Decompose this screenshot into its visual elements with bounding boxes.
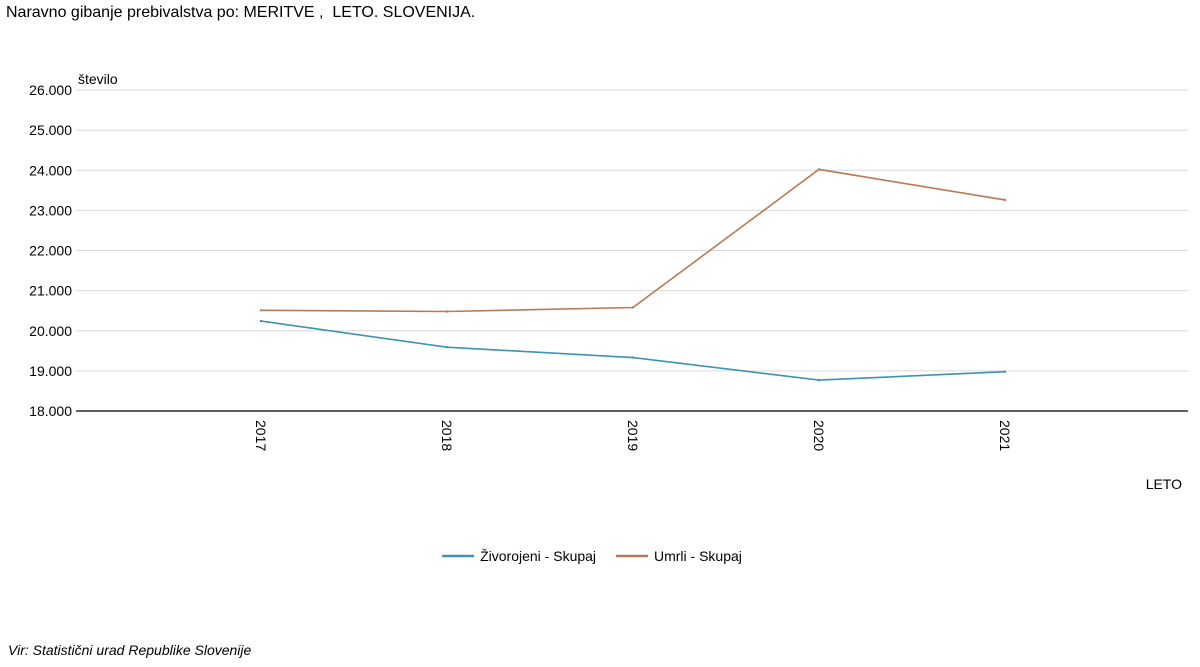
y-axis-label: število [78, 71, 118, 87]
grid [76, 89, 1188, 372]
data-point [631, 306, 635, 309]
series-lines [259, 168, 1007, 382]
y-tick-label: 19.000 [29, 363, 72, 379]
data-point [817, 168, 821, 171]
x-tick-label: 2019 [625, 420, 641, 451]
y-tick-label: 24.000 [29, 162, 72, 178]
y-axis-ticks: 18.000 19.000 20.000 21.000 22.000 23.000 24.0… [29, 82, 72, 419]
y-tick-label: 25.000 [29, 122, 72, 138]
source-note: Vir: Statistični urad Republike Slovenij… [8, 642, 252, 658]
legend-item-2: Umrli - Skupaj [616, 548, 742, 564]
x-axis-label: LETO [1146, 476, 1182, 492]
legend: Živorojeni - Skupaj Umrli - Skupaj [442, 548, 742, 564]
data-point [445, 346, 449, 349]
data-point [1003, 370, 1007, 373]
data-point [445, 310, 449, 313]
x-tick-label: 2021 [997, 420, 1013, 451]
data-point [817, 378, 821, 382]
y-tick-label: 20.000 [29, 323, 72, 339]
legend-label: Živorojeni - Skupaj [480, 548, 596, 564]
x-tick-label: 2018 [439, 420, 455, 451]
data-point [259, 309, 263, 312]
y-tick-label: 22.000 [29, 243, 72, 259]
y-tick-label: 21.000 [29, 283, 72, 299]
x-tick-label: 2020 [811, 420, 827, 451]
y-tick-label: 26.000 [29, 82, 72, 98]
legend-item-1: Živorojeni - Skupaj [442, 548, 596, 564]
chart-title: Naravno gibanje prebivalstva po: MERITVE… [6, 4, 476, 21]
x-tick-label: 2017 [253, 420, 269, 451]
y-tick-label: 23.000 [29, 202, 72, 218]
data-point [1003, 198, 1007, 202]
x-axis-ticks: 2017 2018 2019 2020 2021 [253, 420, 1013, 451]
data-point [259, 319, 263, 323]
data-point [631, 356, 635, 359]
legend-label: Umrli - Skupaj [654, 548, 742, 564]
y-tick-label: 18.000 [29, 403, 72, 419]
